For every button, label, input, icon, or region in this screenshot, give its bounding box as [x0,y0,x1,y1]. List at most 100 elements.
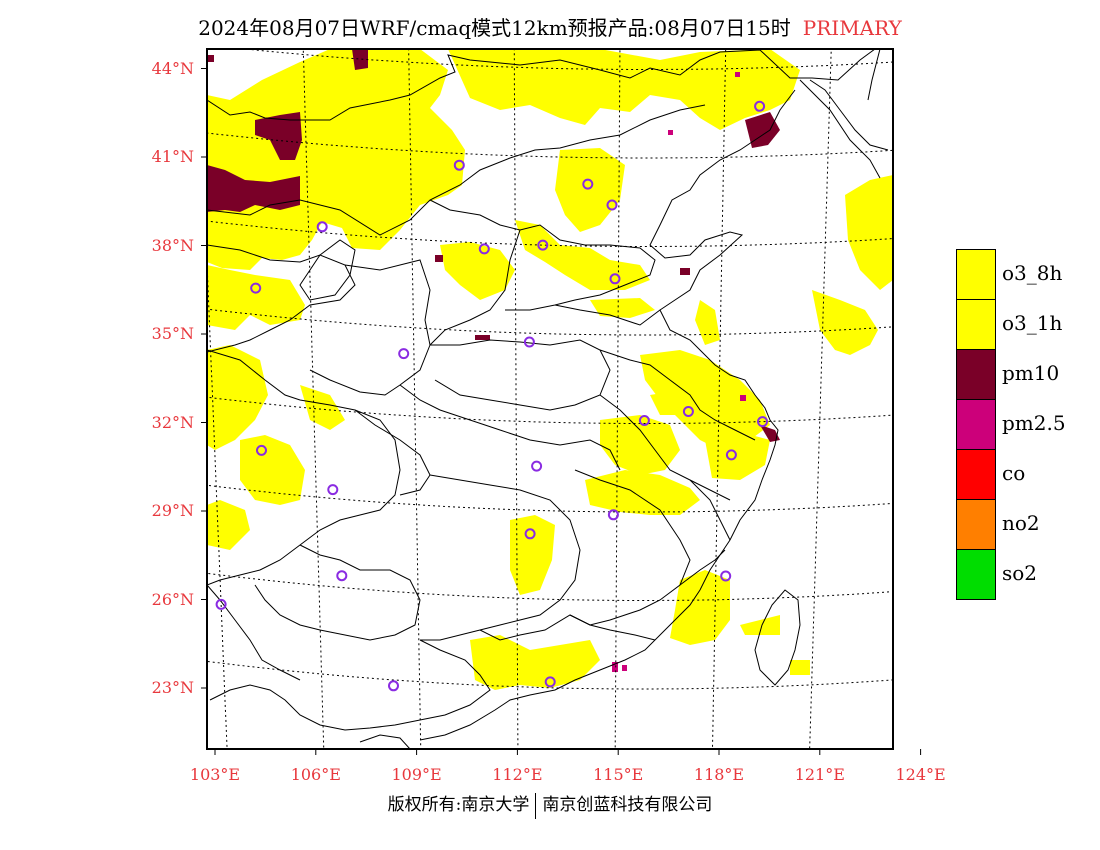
lat-label: 44°N [151,58,194,78]
map-frame [206,48,894,750]
copyright-separator [535,792,537,819]
legend-swatch-co [956,449,996,500]
border-zhejiang [689,479,731,541]
border-ne2 [867,49,881,101]
o3-region-hebei [515,220,650,290]
graticule-lat-line [207,308,893,336]
graticule-lat-line [207,396,893,424]
legend-swatch-pm10 [956,349,996,400]
o3-region-east2 [812,290,878,355]
border-inner-mongolia [207,104,706,236]
province-borders [207,49,889,749]
pm10-region-c2 [680,268,690,275]
border-ne [809,79,889,151]
lat-label: 26°N [151,589,194,609]
border-gansu [207,244,356,353]
border-hubei [399,384,621,471]
pm25-regions [612,72,746,672]
legend-label-o3-1h: o3_1h [1002,311,1063,335]
station-marker [215,598,227,610]
pm25-spot-4 [668,130,673,135]
border-anhui [599,394,731,501]
lat-label: 32°N [151,412,194,432]
pm10-region-top2 [207,55,214,62]
station-marker [316,221,328,233]
station-marker [524,528,536,540]
pm10-region-top [352,49,368,70]
lat-label: 35°N [151,324,194,343]
station-marker [638,415,650,426]
axis-ticks [201,68,922,755]
pm25-spot-2 [622,665,627,671]
o3-region-shaanxi [300,385,345,430]
pm10-region-c1 [475,335,490,340]
map-title-tag: PRIMARY [802,16,902,40]
border-chongqing [354,409,431,496]
station-marker [606,199,618,211]
legend-swatch-o3-8h [956,249,996,300]
copyright-left: 版权所有:南京大学 [387,795,530,815]
border-henan [430,339,611,411]
border-shandong [554,304,661,326]
station-marker [327,484,339,496]
station-marker [757,416,768,428]
lat-label: 23°N [151,678,194,697]
o3-region-northwest [207,265,305,330]
o3-region-sichuan [207,345,268,450]
lon-label: 109°E [391,765,442,784]
lat-label: 38°N [151,235,194,255]
border-shaanxi [309,259,431,396]
station-marker [537,239,549,251]
o3-region-fujian [670,570,730,645]
pm25-spot-5 [740,395,746,401]
copyright-right: 南京创蓝科技有限公司 [542,795,713,815]
border-north [207,49,876,121]
border-hebei [505,224,656,311]
station-marker [582,178,594,190]
graticule-lat-line [240,49,893,70]
station-marker [523,336,535,348]
o3-region-hunan [510,515,555,595]
legend-label-no2: no2 [1002,511,1040,535]
pm10-region-west [207,165,300,212]
graticule-lat-line [207,132,893,159]
graticule [207,0,939,767]
map-title: 2024年08月07日WRF/cmaq模式12km预报产品:08月07日15时 P… [0,12,1100,41]
station-marker [544,676,556,688]
lon-label: 118°E [693,765,745,784]
copyright: 版权所有:南京大学 南京创蓝科技有限公司 [0,790,1100,819]
legend-label-pm25: pm2.5 [1002,411,1066,435]
legend-swatch-so2 [956,549,996,600]
border-guangxi [209,639,491,731]
graticule-lat-line [207,484,893,513]
lon-label: 124°E [895,765,946,784]
border-shanxi [429,199,521,346]
o3-region-taiwan2 [790,660,810,675]
lat-label: 29°N [151,501,194,520]
monitoring-stations [215,100,768,692]
graticule-lon-line [809,49,832,749]
station-marker [250,282,262,294]
o3-region-shanxi [440,242,515,300]
o3-region-east3 [705,432,770,480]
pm10-region-sh [760,425,780,442]
station-marker [478,243,490,255]
station-marker [388,680,399,692]
graticule-lon-line [906,0,939,767]
lon-label: 115°E [593,765,644,784]
legend-label-o3-8h: o3_8h [1002,261,1063,285]
o3-region-taiwan [740,615,780,635]
pm25-spot-3 [735,72,740,77]
o3-region-north [207,49,465,270]
border-korea [799,79,881,179]
station-marker [453,159,465,171]
o3-region-hubei [650,390,700,415]
lon-label: 103°E [189,765,241,784]
pm10-region-mongolia [255,112,302,160]
graticule-lat-line [207,660,893,690]
graticule-lat-line [207,572,893,601]
station-marker [609,273,621,285]
o3-region-jiangxi [585,470,700,515]
pm25-spot-1 [612,662,618,672]
